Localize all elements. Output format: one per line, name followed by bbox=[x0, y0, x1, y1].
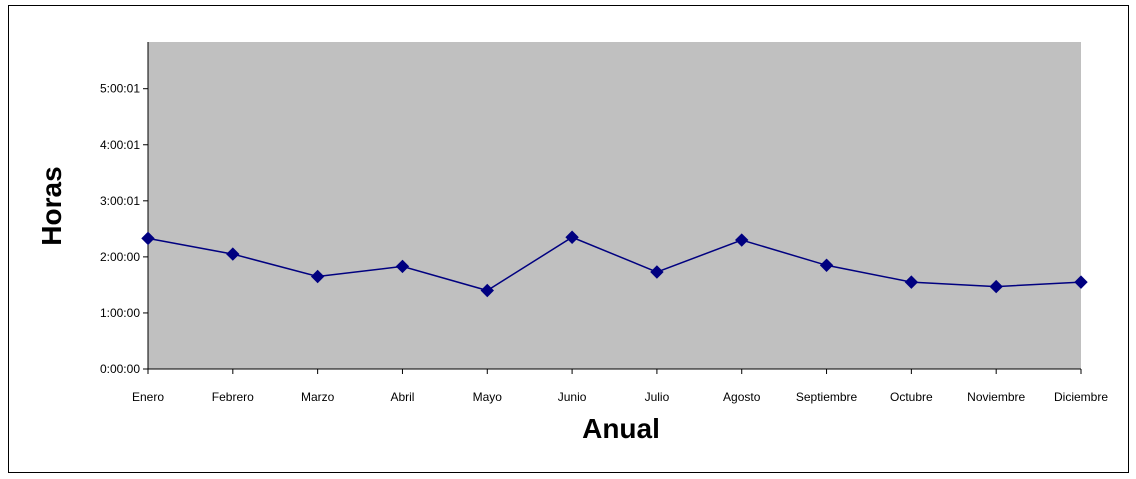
data-point-marker bbox=[480, 283, 494, 298]
chart-frame: 0:00:00 1:00:00 2:00:00 3:00:01 4:00:01 5:00:… bbox=[8, 5, 1129, 473]
x-tick-label: Julio bbox=[645, 390, 670, 404]
y-tick-label: 0:00:00 bbox=[100, 362, 140, 376]
y-axis-title: Horas bbox=[36, 166, 67, 245]
x-tick-label: Noviembre bbox=[967, 390, 1025, 404]
x-tick-label: Octubre bbox=[890, 390, 933, 404]
x-tick-label: Junio bbox=[558, 390, 587, 404]
x-tick-label: Agosto bbox=[723, 390, 761, 404]
data-point-marker bbox=[1074, 275, 1088, 289]
data-point-marker bbox=[735, 233, 749, 247]
data-point-marker bbox=[904, 275, 919, 289]
data-point-marker bbox=[650, 265, 664, 279]
data-point-marker bbox=[819, 258, 834, 272]
data-point-marker bbox=[395, 259, 410, 274]
y-axis: 0:00:00 1:00:00 2:00:00 3:00:01 4:00:01 5:00:… bbox=[100, 42, 149, 376]
y-tick-label: 5:00:01 bbox=[100, 82, 140, 96]
y-tick-label: 3:00:01 bbox=[100, 194, 140, 208]
x-tick-label: Marzo bbox=[301, 390, 335, 404]
data-point-marker bbox=[141, 231, 155, 246]
x-axis-title: Anual bbox=[582, 413, 660, 444]
y-tick-label: 4:00:01 bbox=[100, 138, 140, 152]
line-chart: 0:00:00 1:00:00 2:00:00 3:00:01 4:00:01 5:00:… bbox=[36, 42, 1108, 444]
x-axis: Enero Febrero Marzo Abril Mayo Junio Julio Agos… bbox=[132, 368, 1108, 404]
plot-area bbox=[148, 42, 1081, 369]
x-tick-label: Febrero bbox=[212, 390, 254, 404]
series-markers bbox=[141, 230, 1088, 298]
data-point-marker bbox=[989, 279, 1003, 294]
series-line bbox=[147, 236, 1082, 292]
x-tick-label: Mayo bbox=[473, 390, 503, 404]
x-tick-label: Abril bbox=[390, 390, 414, 404]
x-tick-label: Diciembre bbox=[1054, 390, 1108, 404]
data-point-marker bbox=[310, 269, 325, 284]
data-point-marker bbox=[226, 247, 240, 261]
x-tick-label: Enero bbox=[132, 390, 164, 404]
data-point-marker bbox=[565, 230, 579, 244]
y-tick-label: 2:00:00 bbox=[100, 250, 140, 264]
x-tick-label: Septiembre bbox=[796, 390, 858, 404]
y-tick-label: 1:00:00 bbox=[100, 306, 140, 320]
